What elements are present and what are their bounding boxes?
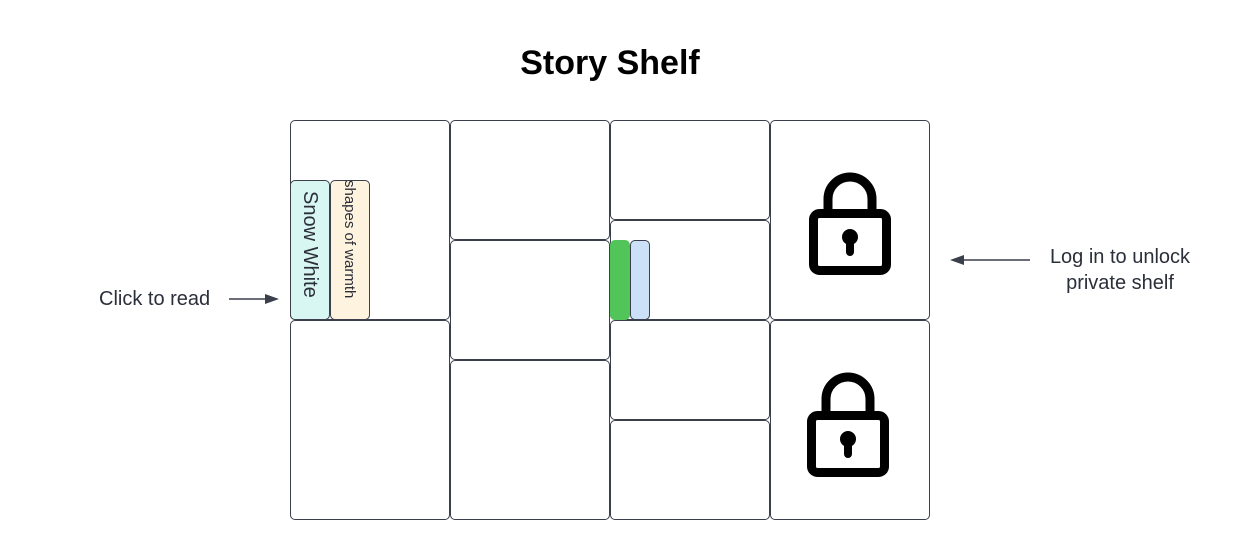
book-title: shapes of warmth <box>341 180 358 299</box>
unlock-label-line-1: Log in to unlock <box>1049 246 1191 268</box>
arrow-right-icon <box>229 294 279 304</box>
book-green[interactable] <box>610 240 630 320</box>
shelf-cell-2-2[interactable] <box>450 240 610 360</box>
book-blue[interactable] <box>630 240 650 320</box>
shelf-cell-1-2[interactable] <box>290 320 450 520</box>
shelf-cell-3-4[interactable] <box>610 420 770 520</box>
arrow-left-icon <box>950 255 1030 265</box>
book-snow-white[interactable]: Snow White <box>290 180 330 320</box>
click-to-read-label: Click to read <box>99 288 211 310</box>
shelf-cell-3-1[interactable] <box>610 120 770 220</box>
padlock-icon <box>809 172 891 275</box>
shelf-cell-3-3[interactable] <box>610 320 770 420</box>
shelf-cell-2-1[interactable] <box>450 120 610 240</box>
page-title: Story Shelf <box>520 44 700 82</box>
book-shapes-of-warmth[interactable]: shapes of warmth <box>330 180 370 320</box>
padlock-icon <box>807 372 889 477</box>
unlock-label-line-2: private shelf <box>1066 272 1174 294</box>
book-title: Snow White <box>299 191 321 298</box>
unlock-private-shelf-label: Log in to unlock private shelf <box>1035 244 1205 296</box>
shelf-cell-2-3[interactable] <box>450 360 610 520</box>
